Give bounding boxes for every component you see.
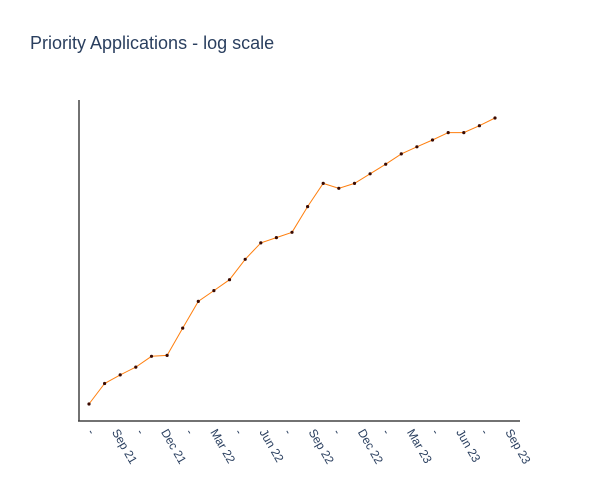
data-point — [430, 138, 435, 142]
data-point — [493, 116, 497, 120]
data-point — [87, 402, 91, 406]
x-tick-label: - — [84, 427, 98, 437]
data-point — [462, 131, 466, 135]
data-point — [118, 373, 122, 377]
data-point — [149, 354, 154, 358]
data-point — [243, 257, 247, 261]
data-point — [134, 365, 138, 369]
data-point — [368, 172, 372, 176]
data-point — [415, 145, 419, 149]
chart-title: Priority Applications - log scale — [30, 33, 275, 53]
data-point — [337, 186, 341, 190]
data-point — [477, 124, 481, 128]
x-tick-label: - — [281, 427, 295, 437]
data-point — [399, 152, 403, 156]
data-point — [321, 181, 325, 185]
data-point — [196, 299, 200, 303]
data-point — [446, 131, 450, 135]
data-point — [290, 230, 294, 234]
x-tick-label: - — [134, 427, 148, 437]
data-point — [181, 326, 185, 330]
series-line — [88, 117, 496, 405]
x-tick-label: Sep 23 — [502, 427, 533, 467]
data-point — [212, 289, 216, 293]
data-point — [227, 278, 232, 282]
x-tick-label: - — [330, 427, 344, 437]
data-point — [384, 162, 388, 166]
x-tick-label: - — [232, 427, 246, 437]
x-tick-label: - — [183, 427, 197, 437]
data-point — [274, 236, 278, 240]
x-tick-label: - — [379, 427, 393, 437]
x-tick-label: - — [429, 427, 443, 437]
data-point — [103, 381, 107, 386]
data-point — [352, 181, 357, 185]
data-point — [306, 205, 310, 209]
data-point — [165, 353, 169, 357]
data-point — [259, 241, 263, 245]
x-tick-label: - — [478, 427, 492, 437]
